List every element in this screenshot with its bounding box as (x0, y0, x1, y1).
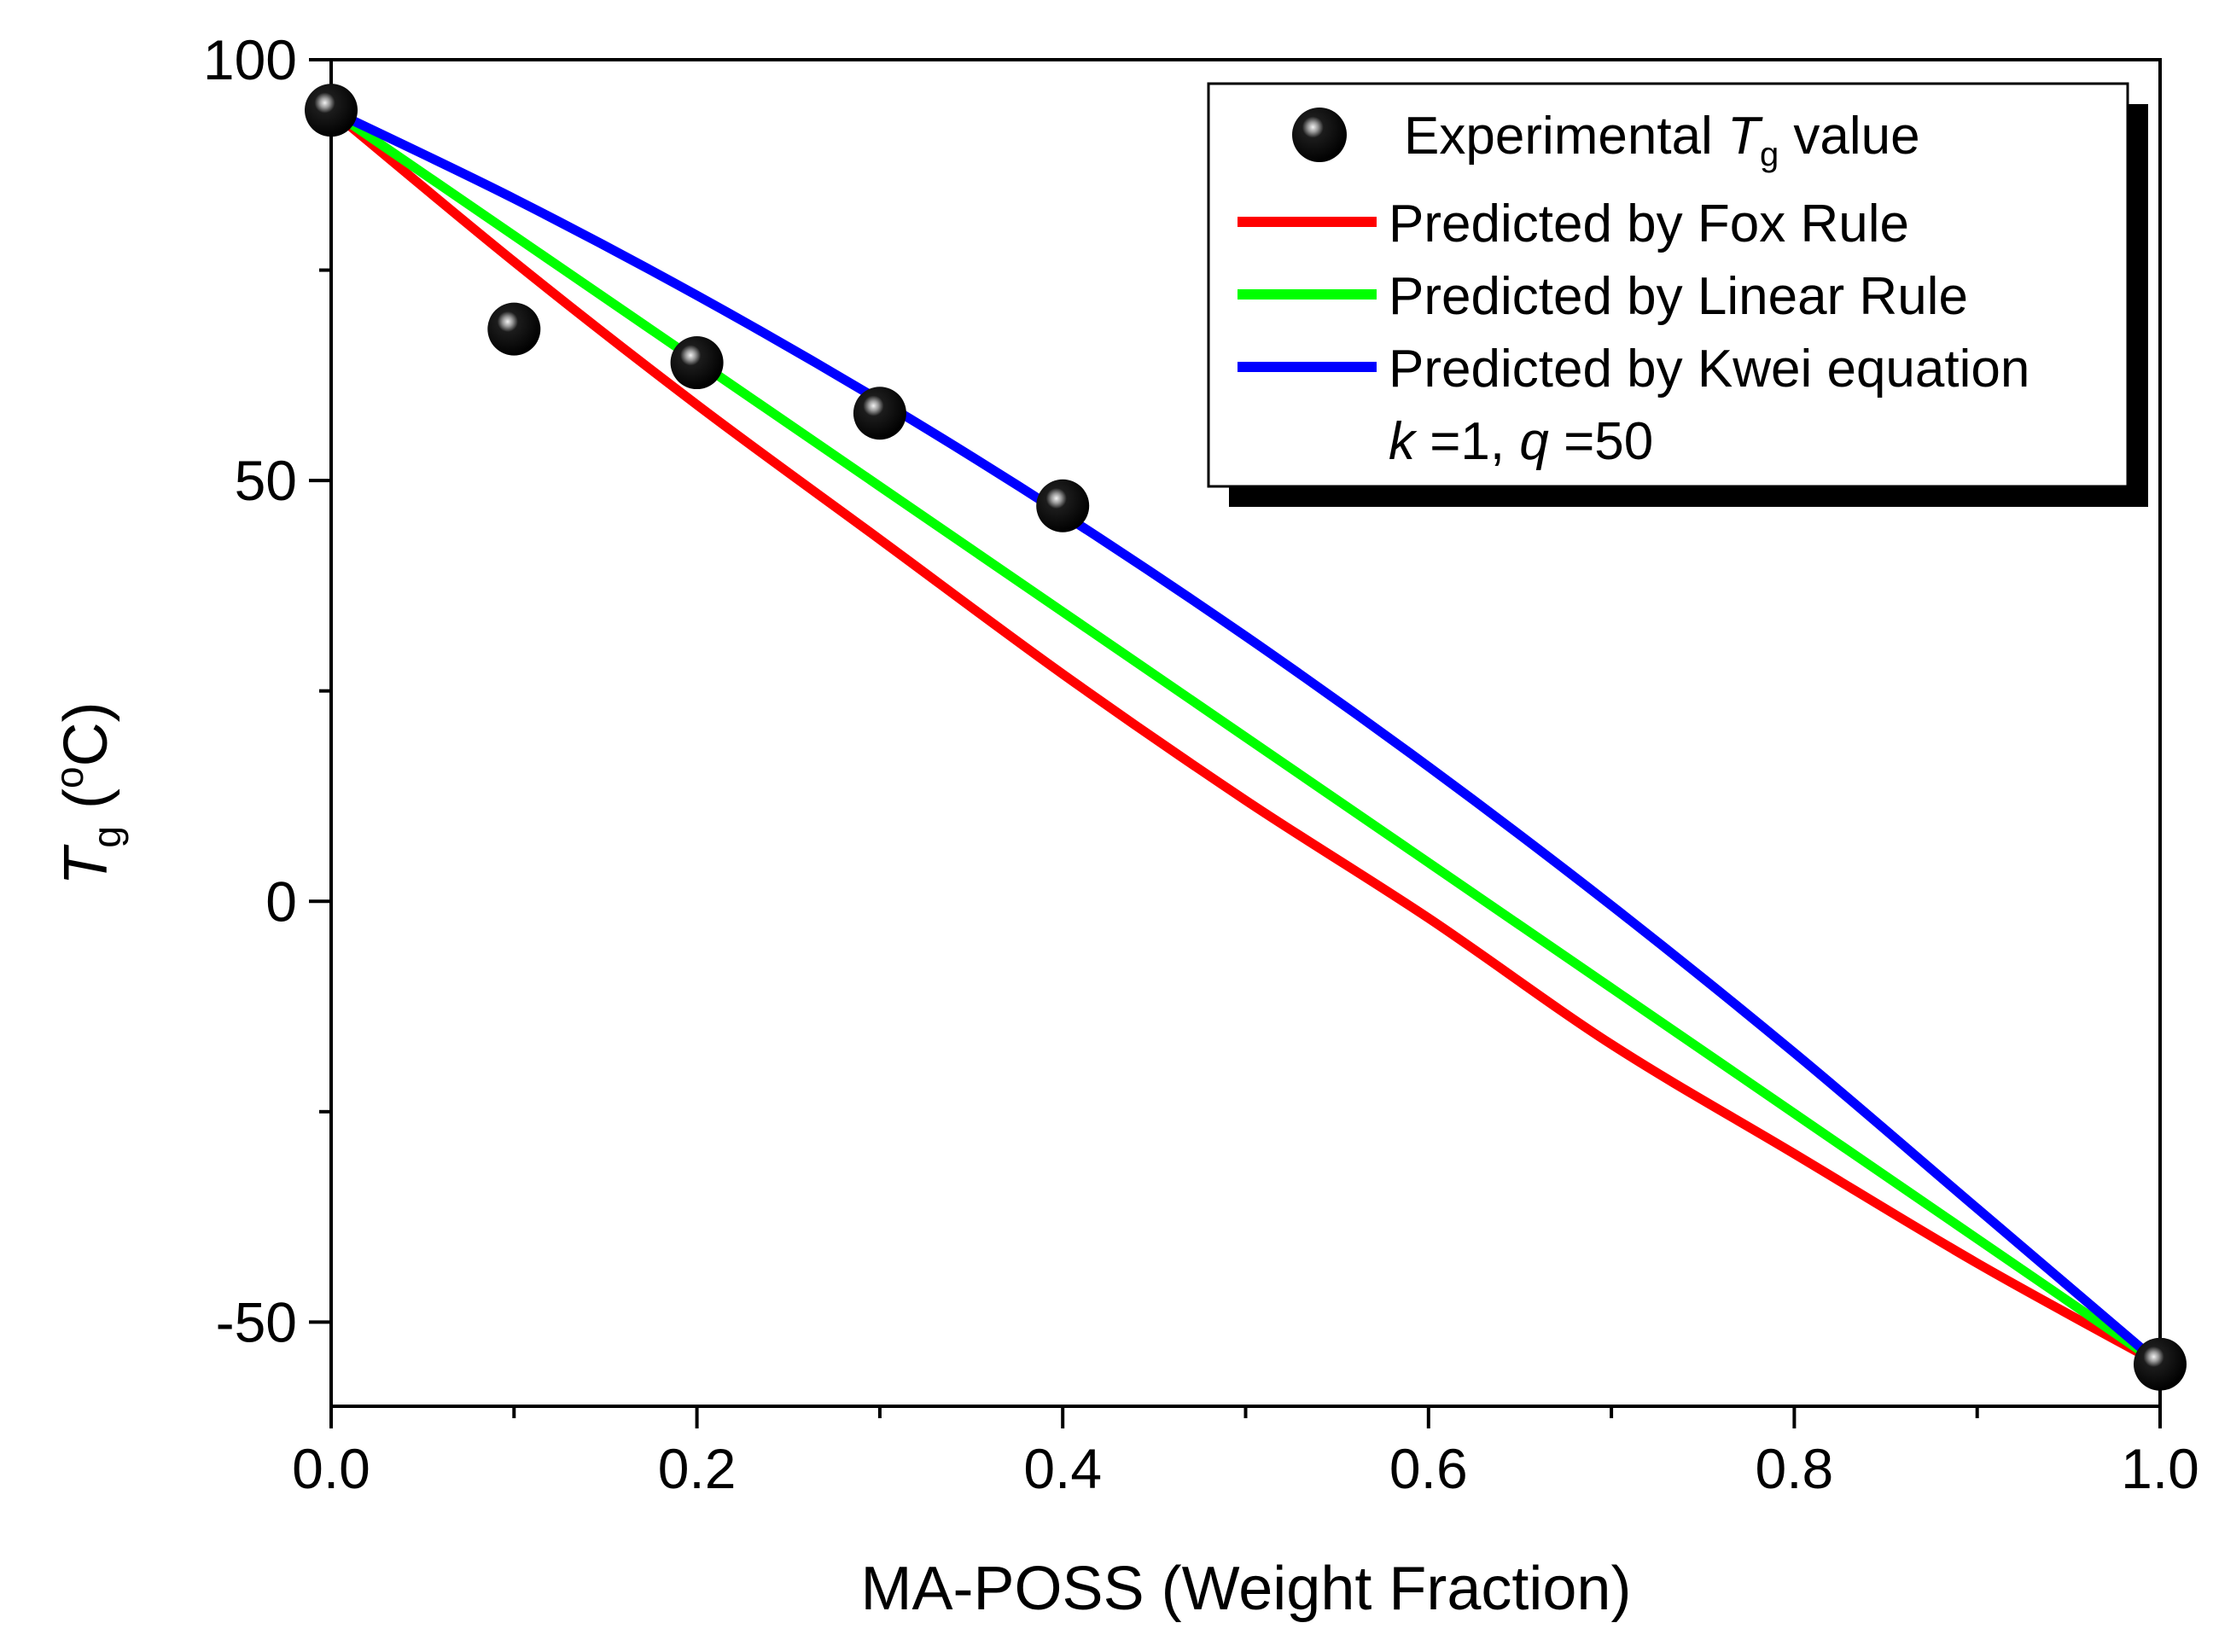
x-axis-title: MA-POSS (Weight Fraction) (861, 1555, 1632, 1623)
legend: Experimental Tg value Predicted by Fox R… (1207, 82, 2148, 507)
x-axis-tick-labels: 0.0 0.2 0.4 0.6 0.8 1.0 (292, 1437, 2199, 1500)
y-axis-ticks (309, 58, 331, 1324)
x-axis-ticks (329, 1406, 2162, 1428)
x-tick-label: 1.0 (2121, 1437, 2199, 1500)
legend-marker-experimental (1292, 108, 1347, 162)
y-axis-title-symbol: T (52, 844, 120, 886)
legend-box (1207, 82, 2129, 488)
experimental-point (853, 387, 906, 440)
experimental-point (1036, 479, 1090, 532)
y-tick-label: 100 (203, 28, 297, 91)
x-tick-label: 0.6 (1389, 1437, 1468, 1500)
y-axis-title-unit-rest: C) (52, 701, 120, 766)
x-tick-label: 0.4 (1023, 1437, 1102, 1500)
experimental-points (305, 84, 2187, 1391)
y-axis-title: Tg (oC) (47, 701, 129, 885)
experimental-point (670, 336, 724, 390)
legend-label-linear: Predicted by Linear Rule (1389, 267, 1968, 326)
legend-label-experimental: Experimental Tg value (1404, 107, 1920, 173)
y-tick-label: -50 (216, 1290, 297, 1353)
series-line-kwei (331, 105, 2160, 1370)
y-tick-label: 50 (235, 449, 297, 512)
y-axis-title-unit-superscript: o (47, 766, 91, 788)
series-lines (331, 105, 2160, 1370)
x-tick-label: 0.8 (1756, 1437, 1834, 1500)
experimental-point (305, 84, 358, 137)
series-line-linear (331, 105, 2160, 1370)
y-axis-tick-labels: -50 0 50 100 (203, 28, 297, 1353)
legend-label-kwei: Predicted by Kwei equation (1389, 340, 2030, 398)
x-tick-label: 0.0 (292, 1437, 370, 1500)
y-axis-title-subscript: g (84, 826, 129, 848)
series-line-fox (331, 105, 2160, 1370)
legend-kwei-params: k =1, q =50 (1389, 412, 1653, 471)
legend-label-fox: Predicted by Fox Rule (1389, 195, 1909, 253)
y-axis-title-unit-open: ( (52, 788, 120, 826)
experimental-point (2134, 1337, 2187, 1391)
x-tick-label: 0.2 (658, 1437, 737, 1500)
y-tick-label: 0 (265, 870, 297, 933)
experimental-point (487, 302, 541, 356)
